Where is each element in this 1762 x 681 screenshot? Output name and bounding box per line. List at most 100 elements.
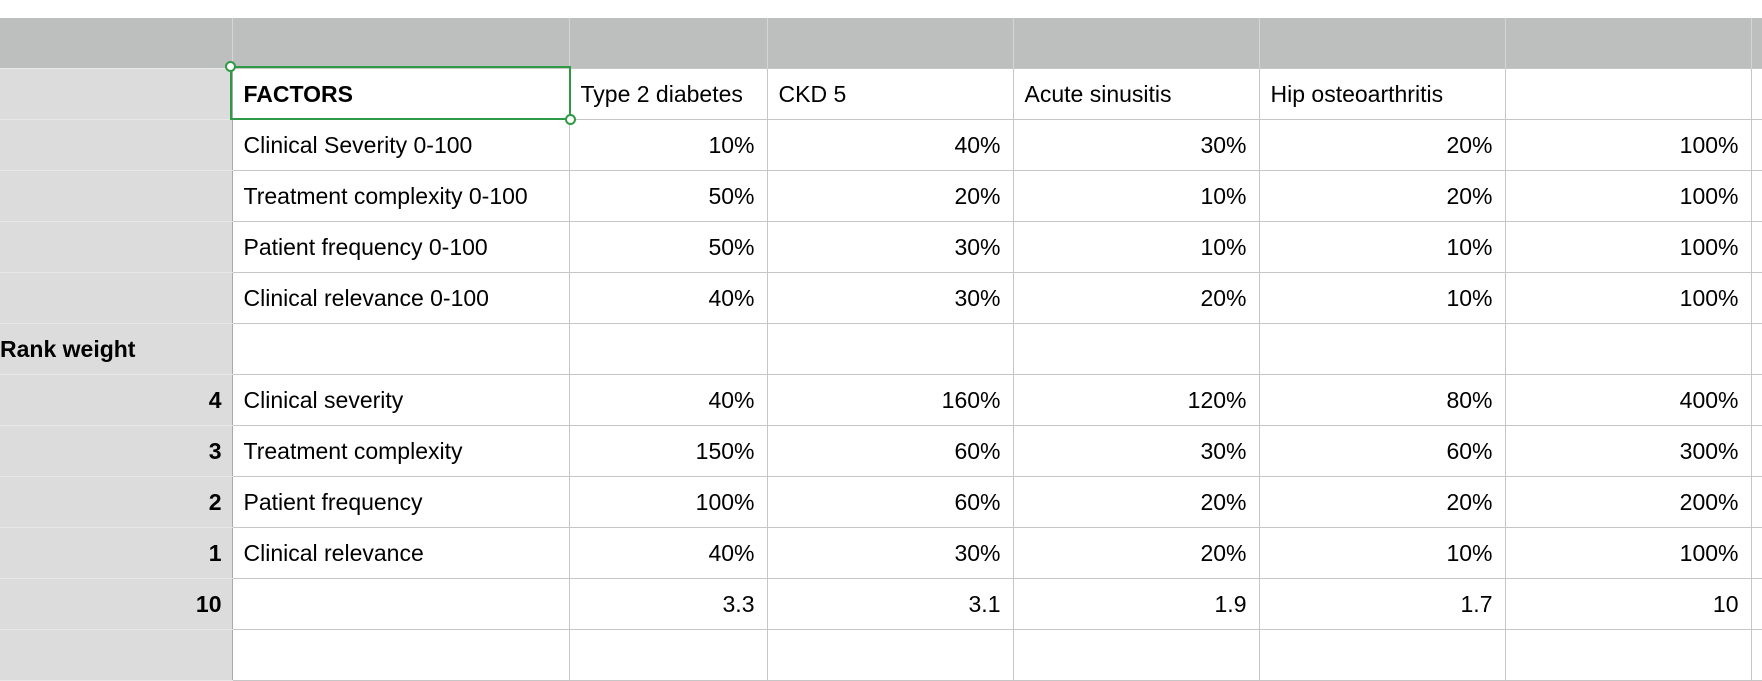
value-cell[interactable]: 30% — [1012, 119, 1260, 171]
value-cell[interactable]: 150% — [568, 425, 768, 477]
column-header-b[interactable] — [569, 18, 768, 69]
value-cell[interactable]: 60% — [1258, 425, 1506, 477]
empty-cell[interactable] — [1258, 323, 1506, 375]
value-cell[interactable]: 100% — [568, 476, 768, 528]
row-header[interactable] — [0, 170, 233, 222]
grid-edge-cell[interactable] — [1751, 374, 1762, 426]
value-cell[interactable]: 10% — [1012, 221, 1260, 273]
factor-cell[interactable] — [231, 578, 570, 630]
rank-cell[interactable]: 2 — [0, 476, 233, 528]
total-cell[interactable]: 200% — [1504, 476, 1752, 528]
grid-edge-cell[interactable] — [1751, 68, 1762, 120]
score-cell[interactable]: 1.9 — [1012, 578, 1260, 630]
empty-cell[interactable] — [231, 629, 570, 681]
factor-cell[interactable]: Patient frequency — [231, 476, 570, 528]
value-cell[interactable]: 10% — [568, 119, 768, 171]
empty-cell[interactable] — [231, 323, 570, 375]
column-header-corner[interactable] — [0, 18, 233, 69]
rank-cell[interactable]: 1 — [0, 527, 233, 579]
value-cell[interactable]: 40% — [568, 272, 768, 324]
grid-edge-cell[interactable] — [1751, 119, 1762, 171]
rank-total-cell[interactable]: 10 — [0, 578, 233, 630]
total-cell[interactable]: 100% — [1504, 272, 1752, 324]
empty-cell[interactable] — [1012, 629, 1260, 681]
factor-cell[interactable]: Patient frequency 0-100 — [231, 221, 570, 273]
condition-header-cell[interactable]: Hip osteoarthritis — [1258, 68, 1506, 120]
empty-cell[interactable] — [1504, 629, 1752, 681]
grid-edge-cell[interactable] — [1751, 170, 1762, 222]
value-cell[interactable]: 30% — [766, 527, 1014, 579]
grid-edge-cell[interactable] — [1751, 272, 1762, 324]
value-cell[interactable]: 10% — [1012, 170, 1260, 222]
column-header-c[interactable] — [767, 18, 1014, 69]
score-cell[interactable]: 1.7 — [1258, 578, 1506, 630]
value-cell[interactable]: 20% — [1012, 272, 1260, 324]
condition-header-cell[interactable]: CKD 5 — [766, 68, 1014, 120]
empty-cell[interactable] — [568, 323, 768, 375]
empty-cell[interactable] — [1012, 323, 1260, 375]
rank-cell[interactable]: 4 — [0, 374, 233, 426]
value-cell[interactable]: 10% — [1258, 221, 1506, 273]
value-cell[interactable]: 160% — [766, 374, 1014, 426]
total-cell[interactable]: 100% — [1504, 221, 1752, 273]
value-cell[interactable]: 50% — [568, 221, 768, 273]
grid-edge-cell[interactable] — [1751, 578, 1762, 630]
column-header-e[interactable] — [1259, 18, 1506, 69]
row-header[interactable] — [0, 68, 233, 120]
column-header-d[interactable] — [1013, 18, 1260, 69]
row-header[interactable] — [0, 119, 233, 171]
total-cell[interactable]: 100% — [1504, 119, 1752, 171]
value-cell[interactable]: 60% — [766, 425, 1014, 477]
row-header[interactable] — [0, 272, 233, 324]
column-header-f[interactable] — [1505, 18, 1752, 69]
total-cell[interactable]: 300% — [1504, 425, 1752, 477]
row-header[interactable] — [0, 629, 233, 681]
condition-header-cell[interactable]: Acute sinusitis — [1012, 68, 1260, 120]
value-cell[interactable]: 20% — [1258, 476, 1506, 528]
value-cell[interactable]: 40% — [766, 119, 1014, 171]
factor-cell[interactable]: Clinical severity — [231, 374, 570, 426]
rank-weight-label[interactable]: Rank weight — [0, 323, 233, 375]
value-cell[interactable]: 30% — [766, 221, 1014, 273]
value-cell[interactable]: 120% — [1012, 374, 1260, 426]
empty-cell[interactable] — [1504, 323, 1752, 375]
empty-cell[interactable] — [766, 323, 1014, 375]
empty-cell[interactable] — [1258, 629, 1506, 681]
total-cell[interactable]: 100% — [1504, 527, 1752, 579]
value-cell[interactable]: 80% — [1258, 374, 1506, 426]
grid-edge-cell[interactable] — [1751, 323, 1762, 375]
total-cell[interactable]: 10 — [1504, 578, 1752, 630]
value-cell[interactable]: 40% — [568, 527, 768, 579]
condition-header-cell[interactable]: Type 2 diabetes — [568, 68, 768, 120]
value-cell[interactable]: 50% — [568, 170, 768, 222]
empty-cell[interactable] — [766, 629, 1014, 681]
grid-edge-cell[interactable] — [1751, 527, 1762, 579]
score-cell[interactable]: 3.1 — [766, 578, 1014, 630]
total-header-cell[interactable] — [1504, 68, 1752, 120]
total-cell[interactable]: 100% — [1504, 170, 1752, 222]
value-cell[interactable]: 10% — [1258, 272, 1506, 324]
grid-edge-cell[interactable] — [1751, 629, 1762, 681]
grid-edge-cell[interactable] — [1751, 425, 1762, 477]
factor-cell[interactable]: Clinical Severity 0-100 — [231, 119, 570, 171]
rank-cell[interactable]: 3 — [0, 425, 233, 477]
value-cell[interactable]: 20% — [1258, 170, 1506, 222]
value-cell[interactable]: 20% — [1012, 527, 1260, 579]
column-header-a[interactable] — [232, 18, 570, 69]
value-cell[interactable]: 10% — [1258, 527, 1506, 579]
value-cell[interactable]: 60% — [766, 476, 1014, 528]
value-cell[interactable]: 20% — [1012, 476, 1260, 528]
grid-edge-cell[interactable] — [1751, 221, 1762, 273]
empty-cell[interactable] — [568, 629, 768, 681]
grid-edge-cell[interactable] — [1751, 476, 1762, 528]
value-cell[interactable]: 30% — [766, 272, 1014, 324]
factors-header-cell[interactable]: FACTORS — [231, 68, 570, 120]
total-cell[interactable]: 400% — [1504, 374, 1752, 426]
factor-cell[interactable]: Treatment complexity — [231, 425, 570, 477]
value-cell[interactable]: 20% — [1258, 119, 1506, 171]
factor-cell[interactable]: Clinical relevance 0-100 — [231, 272, 570, 324]
row-header[interactable] — [0, 221, 233, 273]
factor-cell[interactable]: Treatment complexity 0-100 — [231, 170, 570, 222]
column-header-g[interactable] — [1751, 18, 1762, 69]
value-cell[interactable]: 20% — [766, 170, 1014, 222]
